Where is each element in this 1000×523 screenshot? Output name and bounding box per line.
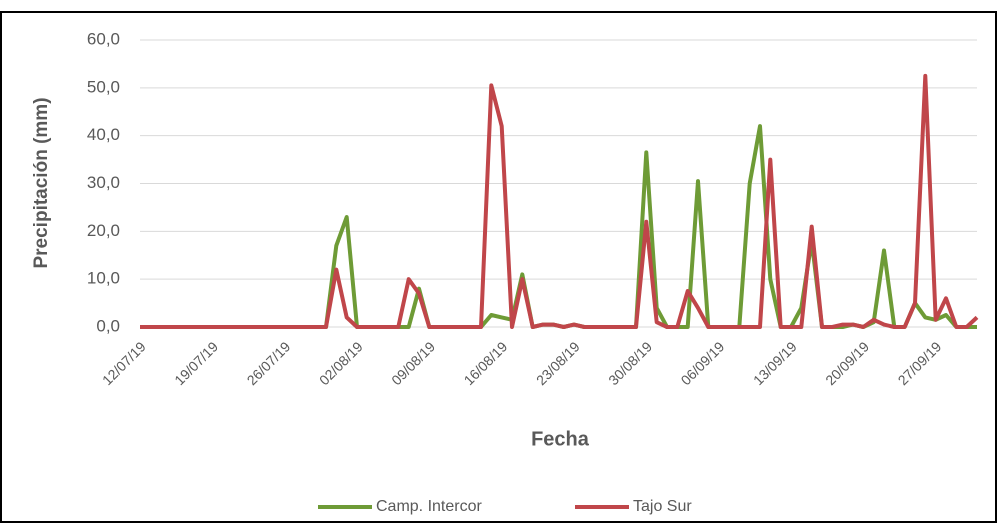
y-tick-label: 30,0 bbox=[87, 173, 120, 192]
y-tick-label: 50,0 bbox=[87, 77, 120, 96]
y-tick-label: 10,0 bbox=[87, 269, 120, 288]
x-axis-title: Fecha bbox=[531, 428, 590, 450]
data-line bbox=[140, 73, 979, 329]
y-tick-label: 0,0 bbox=[96, 316, 120, 335]
y-tick-label: 60,0 bbox=[87, 29, 120, 48]
legend-label: Tajo Sur bbox=[633, 498, 692, 515]
legend-label: Camp. Intercor bbox=[376, 498, 482, 515]
chart-frame bbox=[0, 11, 997, 523]
y-tick-label: 40,0 bbox=[87, 125, 120, 144]
y-axis-title: Precipitación (mm) bbox=[31, 97, 52, 268]
y-tick-label: 20,0 bbox=[87, 221, 120, 240]
